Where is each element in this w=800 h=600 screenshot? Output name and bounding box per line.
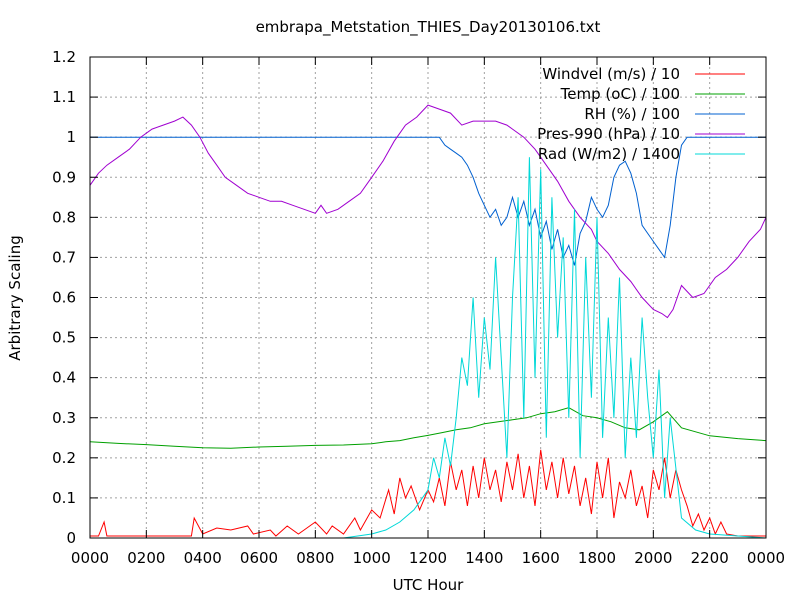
ticks: 0 0.1 0.2 0.3 0.4 0.5 0.6 0.7 0.8 0.9 1 1.1 1.2 0000 0… xyxy=(52,48,785,567)
y-tick-label: 1 xyxy=(66,128,76,146)
chart-title: embrapa_Metstation_THIES_Day20130106.txt xyxy=(256,18,601,37)
series-line-4 xyxy=(90,157,767,539)
x-tick-label: 1000 xyxy=(353,549,391,567)
series-line-3 xyxy=(89,104,767,319)
legend-label: RH (%) / 100 xyxy=(584,105,680,123)
legend-label: Pres-990 (hPa) / 10 xyxy=(537,125,680,143)
x-tick-label: 0200 xyxy=(127,549,165,567)
y-tick-label: 0.8 xyxy=(52,208,76,226)
y-tick-label: 0.3 xyxy=(52,409,76,427)
x-tick-label: 1800 xyxy=(578,549,616,567)
x-tick-label: 1400 xyxy=(465,549,503,567)
x-tick-label: 2000 xyxy=(634,549,672,567)
y-tick-label: 0.4 xyxy=(52,369,76,387)
y-tick-label: 0.6 xyxy=(52,289,76,307)
series-line-0 xyxy=(90,449,766,537)
y-tick-label: 0.7 xyxy=(52,248,76,266)
y-axis-label: Arbitrary Scaling xyxy=(6,235,24,361)
legend-label: Windvel (m/s) / 10 xyxy=(542,65,680,83)
x-tick-label: 0800 xyxy=(296,549,334,567)
x-tick-label: 0000 xyxy=(747,549,785,567)
x-tick-label: 1600 xyxy=(522,549,560,567)
y-tick-label: 0 xyxy=(66,529,76,547)
y-tick-label: 0.1 xyxy=(52,489,76,507)
y-tick-label: 1.1 xyxy=(52,88,76,106)
x-tick-label: 0600 xyxy=(240,549,278,567)
legend-label: Temp (oC) / 100 xyxy=(560,85,680,103)
legend: Windvel (m/s) / 10 Temp (oC) / 100 RH (%) … xyxy=(537,65,745,163)
x-tick-label: 2200 xyxy=(691,549,729,567)
x-axis-label: UTC Hour xyxy=(393,576,464,594)
y-tick-label: 1.2 xyxy=(52,48,76,66)
legend-label: Rad (W/m2) / 1400 xyxy=(538,145,680,163)
series-line-1 xyxy=(89,407,767,449)
y-tick-label: 0.2 xyxy=(52,449,76,467)
y-tick-label: 0.9 xyxy=(52,168,76,186)
x-tick-label: 0400 xyxy=(184,549,222,567)
series-line-2 xyxy=(90,136,766,266)
series-lines xyxy=(89,104,767,539)
y-tick-label: 0.5 xyxy=(52,329,76,347)
x-tick-label: 1200 xyxy=(409,549,447,567)
x-tick-label: 0000 xyxy=(71,549,109,567)
